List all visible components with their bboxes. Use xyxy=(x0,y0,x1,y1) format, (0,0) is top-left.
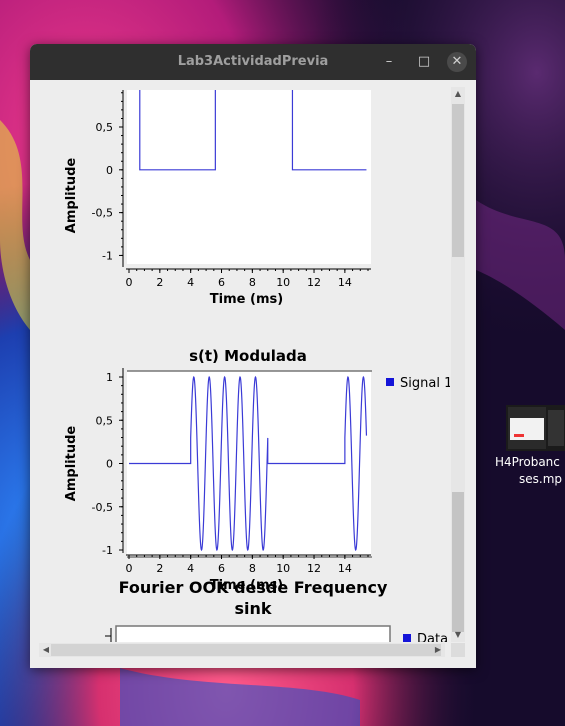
plot-1-x-tick-label: 8 xyxy=(249,562,256,575)
plot-0-x-tick-label: 8 xyxy=(249,276,256,289)
plot-1-legend-swatch xyxy=(386,378,394,386)
plot-0-background xyxy=(127,90,371,264)
close-button[interactable]: ✕ xyxy=(447,52,467,72)
plot-1-y-tick-label: -0,5 xyxy=(92,501,113,514)
plot-1-x-tick-label: 12 xyxy=(307,562,321,575)
plot-0-x-tick-label: 2 xyxy=(156,276,163,289)
plot-1-y-tick-label: -1 xyxy=(102,544,113,557)
scroll-down-arrow[interactable]: ▼ xyxy=(454,630,462,639)
plot-2-legend-swatch xyxy=(403,634,411,642)
plot-1-y-tick-label: 0,5 xyxy=(96,414,114,427)
plot-2-title-line2: sink xyxy=(234,599,271,618)
scroll-right-arrow[interactable]: ▶ xyxy=(434,645,442,654)
plot-1-y-label: Amplitude xyxy=(64,426,79,502)
plot-2-title-line1: Fourier OOK desde Frequency xyxy=(119,578,388,597)
plot-0-x-tick-label: 10 xyxy=(276,276,290,289)
plot-2-legend-label: Data xyxy=(417,632,448,642)
scroll-up-arrow[interactable]: ▲ xyxy=(454,89,462,98)
plot-0-y-tick-label: -0,5 xyxy=(92,207,113,220)
plot-1-x-tick-label: 10 xyxy=(276,562,290,575)
plot-0-y-tick-label: 0,5 xyxy=(96,121,114,134)
plot-1-y-tick-label: 1 xyxy=(106,371,113,384)
scrollbar-corner xyxy=(451,643,465,657)
plot-1-x-tick-label: 2 xyxy=(156,562,163,575)
desktop-file-label-line1: H4Probanc xyxy=(495,455,560,469)
plot-1-y-tick-label: 0 xyxy=(106,458,113,471)
plot-0-x-tick-label: 12 xyxy=(307,276,321,289)
plot-0-x-tick-label: 4 xyxy=(187,276,194,289)
vertical-scrollbar-thumb-lower[interactable] xyxy=(452,492,464,632)
plot-1-x-tick-label: 4 xyxy=(187,562,194,575)
plot-0-x-label: Time (ms) xyxy=(210,292,283,307)
title-bar[interactable]: Lab3ActividadPrevia – □ ✕ xyxy=(30,44,476,80)
plot-0-x-tick-label: 0 xyxy=(126,276,133,289)
plot-1-frame xyxy=(127,370,372,558)
desktop-file-icon[interactable] xyxy=(506,405,565,451)
plot-0-x-tick-label: 6 xyxy=(218,276,225,289)
window-title: Lab3ActividadPrevia xyxy=(177,54,329,69)
plot-0-y-tick-label: 0 xyxy=(106,164,113,177)
plot-0-x-tick-label: 14 xyxy=(338,276,352,289)
plot-1-x-label: Time (ms) xyxy=(210,578,283,593)
plot-1-title: s(t) Modulada xyxy=(189,347,307,365)
plot-1-canvas xyxy=(127,370,372,558)
plot-2-frame xyxy=(115,625,391,642)
plot-1-series-line-0 xyxy=(129,375,368,552)
minimize-button[interactable]: – xyxy=(385,54,393,69)
plot-0-y-tick-label: -1 xyxy=(102,249,113,262)
scroll-left-arrow[interactable]: ◀ xyxy=(42,645,50,654)
plot-0-series-line-0 xyxy=(139,90,367,171)
horizontal-scrollbar-thumb[interactable] xyxy=(51,644,441,656)
app-window: Lab3ActividadPrevia – □ ✕ -1 -0,5 0 0,5 0 2 4 6… xyxy=(30,44,476,668)
plot-0-canvas xyxy=(127,90,371,264)
plot-1-x-tick-label: 6 xyxy=(218,562,225,575)
plot-1-legend-label: Signal 1 xyxy=(400,376,450,391)
vertical-scrollbar-thumb[interactable] xyxy=(452,104,464,257)
plot-1-x-tick-label: 14 xyxy=(338,562,352,575)
plot-area-container: -1 -0,5 0 0,5 0 2 4 6 8 10 12 14 Time (ms) Amplitude s… xyxy=(30,80,476,668)
plot-1-x-tick-label: 0 xyxy=(126,562,133,575)
plot-0-y-label: Amplitude xyxy=(64,158,79,234)
maximize-button[interactable]: □ xyxy=(417,54,431,69)
desktop-file-label-line2: ses.mp xyxy=(519,472,562,486)
